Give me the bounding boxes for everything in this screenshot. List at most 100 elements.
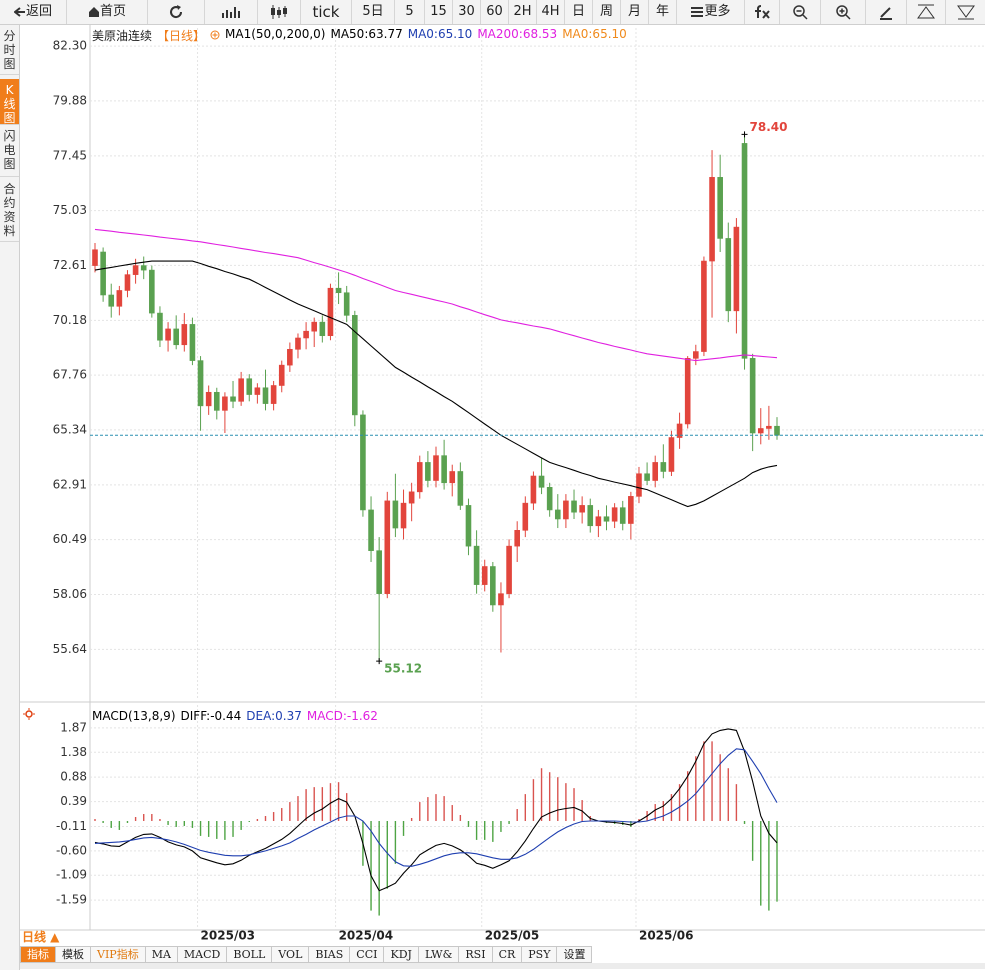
legend-item: MA200:68.53 bbox=[477, 27, 558, 41]
more-button[interactable]: 更多 bbox=[677, 0, 745, 24]
candle-body bbox=[530, 475, 537, 504]
candle-body bbox=[457, 471, 464, 506]
triangle-icon bbox=[956, 5, 975, 19]
period-button[interactable]: 4H bbox=[537, 0, 565, 24]
formula-button[interactable] bbox=[745, 0, 780, 24]
candle-body bbox=[554, 509, 561, 520]
indicator-tab[interactable]: CR bbox=[492, 946, 523, 963]
indicator-tab[interactable]: 设置 bbox=[557, 946, 593, 963]
period-button[interactable]: 15 bbox=[425, 0, 453, 24]
candle-body bbox=[287, 348, 293, 366]
candle-body bbox=[660, 462, 667, 472]
high-marker bbox=[741, 131, 748, 138]
indicator-tab[interactable]: BOLL bbox=[227, 946, 273, 963]
main-legend: 美原油连续 【日线】 MA1(50,0,200,0) MA50:63.77 MA0:… bbox=[92, 27, 627, 44]
candle-body bbox=[100, 251, 106, 296]
tool-button[interactable] bbox=[946, 0, 985, 24]
y-tick-label: 65.34 bbox=[53, 422, 87, 436]
indicator-tab[interactable]: LW& bbox=[418, 946, 460, 963]
candle-body bbox=[522, 502, 529, 531]
scrollbar[interactable] bbox=[20, 963, 985, 969]
settings-icon[interactable] bbox=[23, 708, 35, 720]
candle-body bbox=[376, 550, 382, 594]
add-icon[interactable] bbox=[210, 27, 220, 41]
candle-body bbox=[197, 360, 204, 407]
fx-icon bbox=[755, 4, 770, 19]
side-tab[interactable]: 闪电图 bbox=[0, 125, 19, 177]
low-label: 55.12 bbox=[384, 662, 422, 676]
candle-body bbox=[603, 516, 610, 522]
indicator-tab[interactable]: PSY bbox=[522, 946, 558, 963]
period-button[interactable]: 60 bbox=[481, 0, 509, 24]
period-selector[interactable]: 日线 ▲ bbox=[22, 930, 60, 944]
candle-body bbox=[132, 265, 139, 275]
period-button[interactable]: 周 bbox=[593, 0, 621, 24]
bar-chart-button[interactable] bbox=[205, 0, 258, 24]
candle-body bbox=[262, 387, 269, 404]
candle-body bbox=[733, 226, 740, 312]
indicator-tab[interactable]: VIP指标 bbox=[91, 946, 146, 963]
menu-icon bbox=[691, 6, 704, 17]
candle-body bbox=[205, 391, 212, 407]
candle-body bbox=[563, 500, 569, 520]
candle-button[interactable] bbox=[258, 0, 301, 24]
candle-body bbox=[701, 260, 707, 352]
candle-body bbox=[311, 321, 318, 332]
indicator-tab[interactable]: KDJ bbox=[384, 946, 419, 963]
ma-line bbox=[94, 228, 778, 362]
indicator-tab[interactable]: VOL bbox=[272, 946, 310, 963]
candle-body bbox=[741, 143, 748, 359]
candle-body bbox=[473, 545, 480, 585]
candle-body bbox=[230, 396, 236, 402]
back-button[interactable]: 返回 bbox=[0, 0, 67, 24]
period-button[interactable]: 日 bbox=[565, 0, 593, 24]
candle-body bbox=[652, 462, 659, 481]
candle-body bbox=[213, 391, 220, 411]
period-button[interactable]: 月 bbox=[621, 0, 649, 24]
tick-button[interactable]: tick bbox=[301, 0, 352, 24]
candle-body bbox=[408, 491, 415, 504]
y-tick-label: 1.38 bbox=[60, 745, 87, 759]
toolbar: 返回 首页 tick 5日 5 15 30 60 2H 4H 日 周 月 年 更… bbox=[0, 0, 985, 25]
candle-body bbox=[595, 516, 602, 527]
indicator-tab[interactable]: MACD bbox=[177, 946, 228, 963]
zoom-in-icon bbox=[836, 4, 851, 20]
indicator-tab[interactable]: 指标 bbox=[20, 946, 56, 963]
candle-body bbox=[335, 287, 342, 294]
indicator-tab[interactable]: MA bbox=[145, 946, 178, 963]
draw-button[interactable] bbox=[866, 0, 907, 24]
refresh-button[interactable] bbox=[148, 0, 205, 24]
period-button[interactable]: 5 bbox=[395, 0, 425, 24]
y-tick-label: 82.30 bbox=[53, 39, 87, 53]
tool-button[interactable] bbox=[907, 0, 946, 24]
candle-body bbox=[749, 358, 756, 434]
indicator-tab[interactable]: RSI bbox=[459, 946, 493, 963]
y-tick-label: 1.87 bbox=[60, 720, 87, 734]
y-tick-label: -0.11 bbox=[56, 819, 87, 833]
side-tab-active[interactable]: K线图 bbox=[0, 79, 19, 125]
back-icon bbox=[13, 6, 25, 17]
candle-body bbox=[644, 473, 650, 481]
y-tick-label: 79.88 bbox=[53, 93, 87, 107]
period-button[interactable]: 30 bbox=[453, 0, 481, 24]
macd-line bbox=[94, 728, 778, 892]
indicator-tab[interactable]: BIAS bbox=[309, 946, 351, 963]
y-tick-label: 0.39 bbox=[60, 794, 87, 808]
candle-body bbox=[774, 425, 780, 436]
side-tab[interactable]: 分时图 bbox=[0, 25, 19, 75]
indicator-tabs: 指标 模板 VIP指标 MA MACD BOLL VOL BIAS CCI KDJ LW& RSI CR… bbox=[20, 946, 593, 963]
candle-body bbox=[441, 455, 447, 484]
y-tick-label: 0.88 bbox=[60, 770, 87, 784]
zoom-in-button[interactable] bbox=[821, 0, 866, 24]
period-button[interactable]: 5日 bbox=[352, 0, 395, 24]
indicator-tab[interactable]: 模板 bbox=[56, 946, 91, 963]
zoom-out-button[interactable] bbox=[780, 0, 821, 24]
period-button[interactable]: 2H bbox=[509, 0, 537, 24]
chart-title: 美原油连续 bbox=[92, 29, 153, 43]
indicator-tab[interactable]: CCI bbox=[350, 946, 385, 963]
period-button[interactable]: 年 bbox=[649, 0, 677, 24]
side-tab[interactable]: 合约资料 bbox=[0, 178, 19, 242]
y-tick-label: 72.61 bbox=[53, 258, 87, 272]
home-button[interactable]: 首页 bbox=[67, 0, 148, 24]
